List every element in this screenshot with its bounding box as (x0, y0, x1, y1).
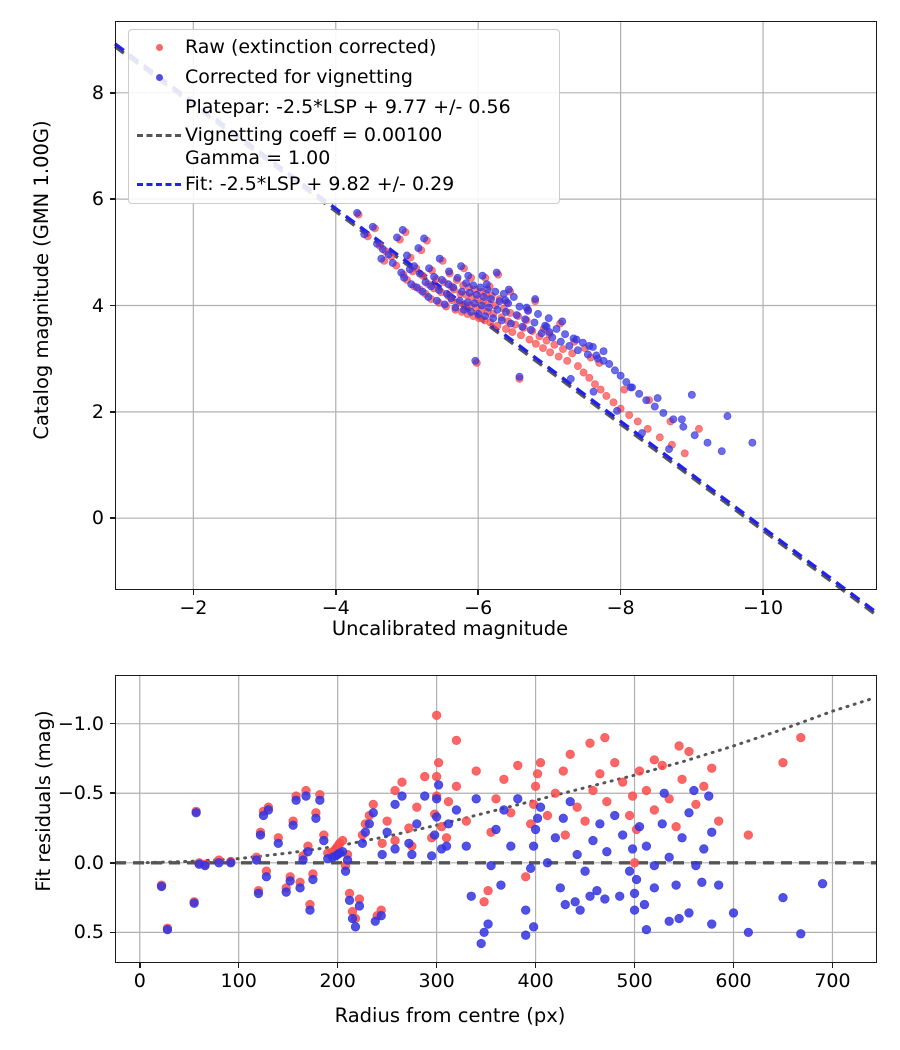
legend-item: Platepar: -2.5*LSP + 9.77 +/- 0.56 (133, 98, 511, 117)
legend-label: Platepar: -2.5*LSP + 9.77 +/- 0.56 (185, 96, 511, 118)
ytick-mark (110, 862, 115, 864)
xtick-mark (534, 963, 537, 968)
legend-label: Gamma = 1.00 (185, 147, 331, 169)
bottom-yaxis-title: Fit residuals (mag) (32, 710, 55, 892)
ytick-mark (110, 722, 115, 725)
ytick-mark (110, 931, 115, 934)
bottom-panel-frame (115, 675, 877, 963)
legend-marker-dash-icon (133, 134, 185, 137)
top-xaxis-title: Uncalibrated magnitude (331, 617, 569, 640)
fit-residuals-panel (115, 675, 877, 963)
legend-label: Fit: -2.5*LSP + 9.82 +/- 0.29 (185, 173, 455, 195)
legend-marker-dot-icon (133, 44, 185, 51)
ytick-mark (110, 198, 115, 200)
ytick-label: 2 (91, 400, 104, 423)
xtick-mark (762, 590, 764, 595)
legend-marker-dot-icon (133, 74, 185, 81)
xtick-label: −10 (742, 597, 784, 619)
ytick-label: 0.5 (73, 921, 104, 944)
xtick-mark (192, 590, 195, 595)
xtick-mark (138, 963, 141, 968)
xtick-label: 400 (517, 970, 554, 992)
xtick-mark (237, 963, 240, 968)
xtick-label: 100 (220, 970, 257, 992)
legend-item: Raw (extinction corrected) (133, 38, 436, 57)
bottom-xaxis-title: Radius from centre (px) (334, 1004, 566, 1027)
ytick-label: 6 (91, 188, 104, 211)
legend-item: Corrected for vignetting (133, 68, 413, 87)
xtick-mark (831, 963, 834, 968)
legend-label: Raw (extinction corrected) (185, 36, 437, 58)
ytick-label: 0 (91, 507, 104, 530)
ytick-mark (110, 91, 115, 94)
xtick-mark (435, 963, 438, 968)
ytick-label: 4 (91, 294, 104, 317)
legend-item: Vignetting coeff = 0.00100 (133, 126, 442, 145)
top-panel-frame (115, 21, 877, 590)
ytick-label: 8 (91, 81, 104, 104)
xtick-mark (633, 963, 636, 968)
legend: Raw (extinction corrected) Corrected for … (128, 29, 560, 204)
ytick-label: −1.0 (57, 712, 104, 735)
xtick-label: 600 (715, 970, 752, 992)
top-yaxis-title: Catalog magnitude (GMN 1.00G) (30, 120, 53, 440)
dot-icon (155, 44, 163, 51)
legend-item: Gamma = 1.00 (133, 149, 330, 168)
xtick-label: 0 (133, 970, 146, 992)
legend-label: Vignetting coeff = 0.00100 (185, 124, 443, 146)
xtick-mark (732, 963, 735, 968)
xtick-label: 200 (319, 970, 356, 992)
xtick-label: 500 (616, 970, 653, 992)
ytick-label: −0.5 (57, 782, 104, 805)
ytick-label: 0.0 (73, 851, 104, 874)
xtick-mark (334, 590, 337, 595)
fit-residuals-plot (115, 675, 877, 963)
xtick-mark (336, 963, 339, 968)
dashed-line-icon (137, 134, 181, 137)
xtick-mark (477, 590, 479, 595)
xtick-label: −4 (321, 597, 350, 619)
legend-marker-dash-icon (133, 183, 185, 186)
xtick-label: 300 (418, 970, 455, 992)
ytick-mark (110, 304, 115, 307)
ytick-mark (110, 411, 115, 413)
legend-label: Corrected for vignetting (185, 66, 413, 88)
dashed-line-icon (137, 183, 181, 186)
xtick-label: 700 (814, 970, 851, 992)
ytick-mark (110, 792, 115, 795)
xtick-mark (619, 590, 622, 595)
legend-item: Fit: -2.5*LSP + 9.82 +/- 0.29 (133, 175, 454, 194)
dot-icon (155, 74, 163, 81)
xtick-label: −8 (606, 597, 635, 619)
ytick-mark (110, 517, 115, 519)
xtick-label: −6 (464, 597, 493, 619)
xtick-label: −2 (179, 597, 208, 619)
